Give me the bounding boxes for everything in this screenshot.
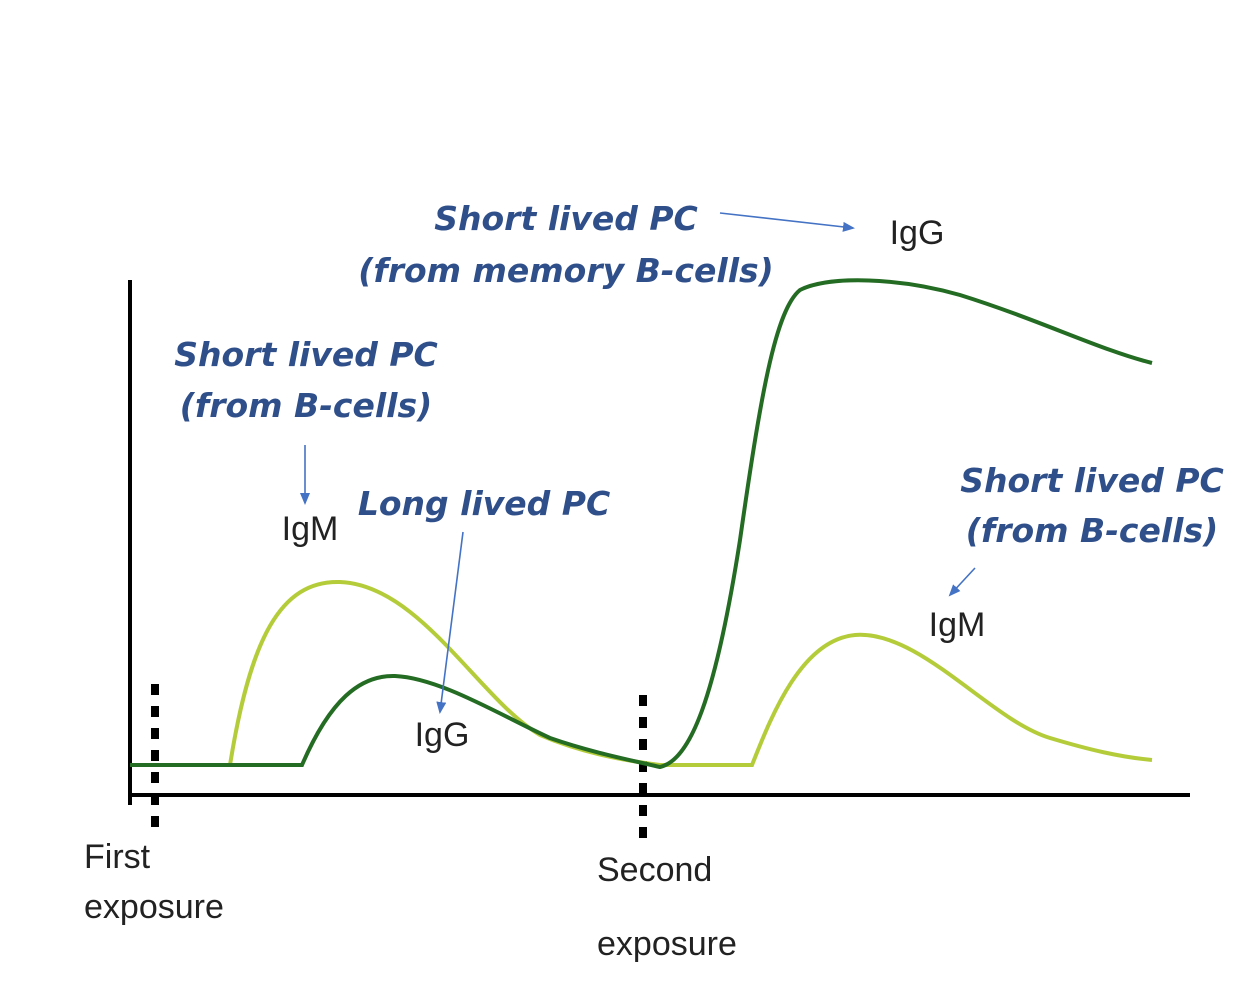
long-lived-annotation: Long lived PC [358,484,610,523]
primary-igg-label: IgG [415,716,470,754]
second-exposure-label-line2: exposure [597,925,737,963]
secondary-igm-label: IgM [929,606,986,644]
second-exposure-label-line1: Second [597,851,712,889]
igm-response-curve [130,579,1153,767]
memory-short-lived-annotation-line1: Short lived PC [434,199,698,238]
secondary-igg-label: IgG [890,214,945,252]
secondary-short-lived-annotation-line2: (from B-cells) [966,511,1218,550]
memory-short-lived-annotation-line2: (from memory B-cells) [358,251,774,290]
igg-response-curve [130,278,1153,770]
first-exposure-label-line2: exposure [84,888,224,926]
primary-igm-label: IgM [282,510,339,548]
secondary-short-lived-annotation-line1: Short lived PC [960,461,1224,500]
primary-short-lived-annotation-line2: (from B-cells) [180,386,432,425]
primary-short-lived-annotation-line1: Short lived PC [174,335,438,374]
long-lived-arrow [436,531,464,714]
memory-short-lived-arrow [719,212,855,232]
secondary-short-lived-arrow [948,567,976,597]
first-exposure-label-line1: First [84,838,151,876]
